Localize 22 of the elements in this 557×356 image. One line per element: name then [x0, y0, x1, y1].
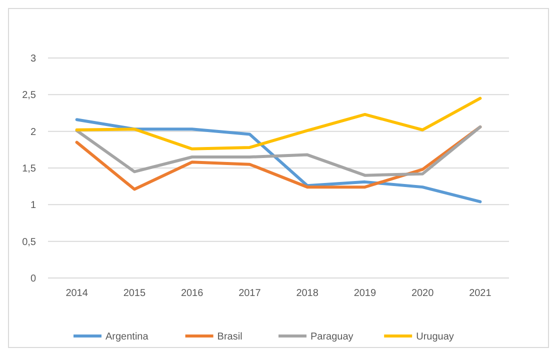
y-tick-label: 1,5 — [22, 164, 36, 174]
legend-label: Brasil — [217, 332, 242, 342]
x-tick-label: 2015 — [123, 288, 146, 299]
y-tick-label: 2,5 — [22, 90, 36, 102]
x-tick-label: 2020 — [411, 288, 434, 299]
x-tick-label: 2017 — [238, 288, 262, 299]
x-tick-label: 2016 — [180, 288, 204, 299]
y-tick-label: 2 — [30, 126, 36, 138]
line-series — [75, 118, 482, 204]
y-tick-label: 0 — [30, 274, 36, 284]
line-series — [75, 96, 482, 150]
line-series — [75, 125, 482, 177]
x-tick-label: 2014 — [66, 288, 88, 299]
x-tick-label: 2021 — [469, 288, 492, 299]
legend-label: Argentina — [106, 332, 149, 342]
y-tick-label: 3 — [30, 54, 36, 64]
x-tick-label: 2018 — [296, 288, 319, 299]
x-tick-label: 2019 — [354, 288, 376, 299]
legend-label: Uruguay — [416, 332, 454, 342]
y-tick-label: 1 — [30, 200, 36, 212]
y-tick-label: 0,5 — [22, 236, 36, 248]
legend-label: Paraguay — [310, 332, 354, 342]
